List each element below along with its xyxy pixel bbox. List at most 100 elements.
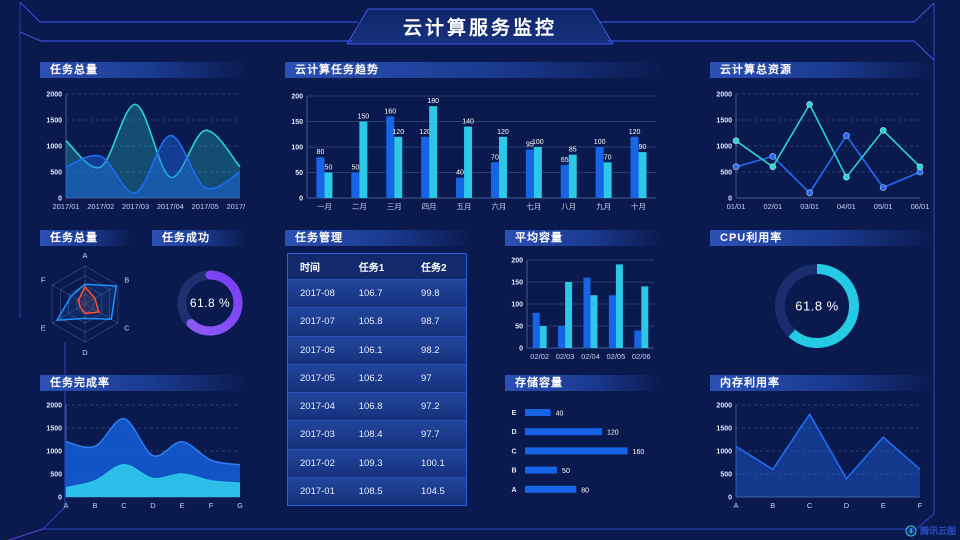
svg-text:0: 0 <box>58 495 62 502</box>
svg-text:四月: 四月 <box>422 202 437 211</box>
table-cell: 99.8 <box>421 288 440 300</box>
svg-text:500: 500 <box>50 170 62 177</box>
svg-text:02/05: 02/05 <box>607 352 626 361</box>
task-total-area-chart: 0 500 1000 1500 2000 2017/01 2017/02 2017/03 201… <box>40 82 253 214</box>
table-cell: 109.3 <box>358 457 383 469</box>
table-header-cell: 任务1 <box>358 263 385 274</box>
svg-text:1000: 1000 <box>46 449 62 456</box>
table-cell: 106.1 <box>358 344 383 356</box>
svg-text:120: 120 <box>497 129 509 136</box>
panel-header-storage: 存储容量 <box>505 375 660 391</box>
cpu-utilization-gauge: 61.8 % <box>710 246 930 366</box>
panel-header-task-table: 任务管理 <box>285 230 470 246</box>
svg-text:C: C <box>807 501 813 510</box>
table-cell: 108.4 <box>358 429 383 441</box>
table-cell: 104.5 <box>421 485 445 497</box>
table-cell: 106.7 <box>358 288 383 300</box>
svg-text:90: 90 <box>639 144 647 151</box>
svg-text:50: 50 <box>515 324 523 331</box>
svg-text:120: 120 <box>607 430 619 437</box>
table-cell: 98.2 <box>421 344 440 356</box>
table-row: 2017-03 108.4 97.7 <box>288 420 466 449</box>
svg-text:01/01: 01/01 <box>727 202 746 211</box>
table-row: 2017-08 106.7 99.8 <box>288 279 466 308</box>
svg-text:0: 0 <box>299 196 303 203</box>
svg-text:02/02: 02/02 <box>530 352 549 361</box>
svg-text:E: E <box>512 410 517 417</box>
svg-text:95: 95 <box>526 142 534 149</box>
table-row: 2017-02 109.3 100.1 <box>288 448 466 477</box>
svg-text:120: 120 <box>629 129 641 136</box>
table-row: 2017-05 106.2 97 <box>288 363 466 392</box>
svg-text:200: 200 <box>511 258 523 265</box>
svg-text:七月: 七月 <box>526 202 541 211</box>
avg-capacity-bar-chart: 0 50 100 150 200 02/02 02/03 02/04 02/05 02/06 <box>505 248 660 364</box>
panel-header-task-trend: 云计算任务趋势 <box>285 62 660 78</box>
task-trend-bar-chart: 0 50 100 150 200 80 50 160 120 40 70 95 65 100 120 50 15… <box>285 82 660 214</box>
table-cell: 2017-04 <box>300 401 335 413</box>
table-row: 2017-04 106.8 97.2 <box>288 392 466 421</box>
svg-text:50: 50 <box>325 165 333 172</box>
svg-text:2017/04: 2017/04 <box>157 202 184 211</box>
logo-text: 腾讯云图 <box>919 526 956 536</box>
svg-text:2000: 2000 <box>716 92 732 99</box>
table-cell: 2017-02 <box>300 457 335 469</box>
svg-text:F: F <box>209 501 214 510</box>
svg-text:1500: 1500 <box>46 426 62 433</box>
svg-text:F: F <box>918 501 923 510</box>
cloud-resource-line-chart: 0 500 1000 1500 2000 01/01 02/01 03/01 04/01 05/0… <box>710 82 930 214</box>
table-cell: 2017-07 <box>300 316 335 328</box>
svg-text:100: 100 <box>532 139 544 146</box>
svg-text:E: E <box>41 324 46 333</box>
svg-text:D: D <box>511 429 516 436</box>
svg-text:1500: 1500 <box>716 118 732 125</box>
svg-text:E: E <box>881 501 886 510</box>
panel-header-completion: 任务完成率 <box>40 375 245 391</box>
svg-text:1500: 1500 <box>46 118 62 125</box>
svg-text:02/06: 02/06 <box>632 352 651 361</box>
svg-text:A: A <box>511 487 516 494</box>
svg-text:一月: 一月 <box>317 202 332 211</box>
svg-text:D: D <box>150 501 156 510</box>
svg-text:1000: 1000 <box>716 449 732 456</box>
svg-text:C: C <box>124 324 130 333</box>
table-cell: 108.5 <box>358 485 383 497</box>
svg-text:0: 0 <box>728 196 732 203</box>
svg-text:B: B <box>124 275 129 284</box>
memory-line-chart: 0 500 1000 1500 2000 A B C D E F <box>710 395 930 513</box>
table-cell: 106.8 <box>358 401 383 413</box>
table-cell: 97.7 <box>421 429 440 441</box>
svg-text:三月: 三月 <box>387 202 402 211</box>
svg-text:2000: 2000 <box>46 92 62 99</box>
svg-text:0: 0 <box>728 495 732 502</box>
panel-header-task-radar: 任务总量 <box>40 230 130 246</box>
table-header-cell: 时间 <box>300 263 320 274</box>
svg-text:200: 200 <box>291 94 303 101</box>
panel-header-task-success: 任务成功 <box>152 230 245 246</box>
svg-text:六月: 六月 <box>491 201 506 211</box>
svg-text:150: 150 <box>358 114 370 121</box>
svg-text:70: 70 <box>604 154 612 161</box>
svg-text:500: 500 <box>720 472 732 479</box>
svg-text:九月: 九月 <box>596 202 611 211</box>
svg-text:C: C <box>511 448 516 455</box>
svg-text:61.8 %: 61.8 % <box>190 296 230 310</box>
svg-text:B: B <box>770 501 775 510</box>
svg-text:40: 40 <box>456 170 464 177</box>
svg-text:C: C <box>121 501 127 510</box>
svg-text:04/01: 04/01 <box>837 202 856 211</box>
svg-text:1000: 1000 <box>46 144 62 151</box>
svg-text:50: 50 <box>295 170 303 177</box>
svg-text:D: D <box>82 348 88 357</box>
panel-header-avg-capacity: 平均容量 <box>505 230 660 246</box>
svg-text:0: 0 <box>519 346 523 353</box>
svg-text:十月: 十月 <box>631 201 646 211</box>
table-cell: 2017-06 <box>300 344 335 356</box>
svg-text:A: A <box>82 251 87 260</box>
svg-text:50: 50 <box>562 468 570 475</box>
svg-text:二月: 二月 <box>352 202 367 211</box>
table-row: 2017-07 105.8 98.7 <box>288 307 466 336</box>
table-cell: 105.8 <box>358 316 383 328</box>
svg-text:G: G <box>237 501 243 510</box>
